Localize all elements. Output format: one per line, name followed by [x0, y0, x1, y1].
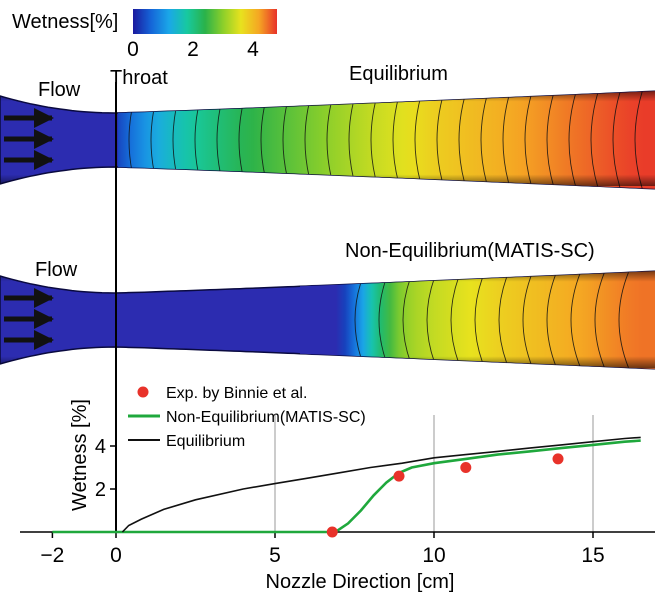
- x-tick-label: −2: [40, 544, 64, 567]
- experiment-point: [393, 470, 405, 482]
- wetness-chart: 24 −2 0 5 10 15 Exp. by Binnie et al.Non-Equ…: [20, 385, 655, 593]
- legend-label: Equilibrium: [166, 433, 245, 450]
- y-tick-label: 4: [95, 436, 106, 458]
- x-tick-label: 15: [581, 544, 604, 567]
- colorbar-tick-label: 2: [187, 38, 199, 61]
- colorbar: Wetness[%] 0 2 4: [12, 9, 277, 61]
- equilibrium-title: Equilibrium: [349, 63, 448, 85]
- non-equilibrium-flow-arrows: [4, 288, 54, 350]
- x-tick-label: 5: [269, 544, 281, 567]
- chart-series: [52, 436, 641, 538]
- colorbar-tick-label: 0: [127, 38, 139, 61]
- y-tick-label: 2: [95, 479, 106, 501]
- colorbar-ticks: 0 2 4: [127, 38, 259, 61]
- experiment-point: [460, 462, 472, 473]
- colorbar-tick-label: 4: [247, 38, 259, 61]
- experiment-point: [326, 526, 338, 538]
- legend-label: Non-Equilibrium(MATIS-SC): [166, 409, 366, 426]
- equilibrium-line: [121, 436, 641, 533]
- non-equilibrium-title: Non-Equilibrium(MATIS-SC): [345, 240, 595, 262]
- non-equilibrium-flow-label: Flow: [35, 259, 78, 281]
- colorbar-scale: [133, 9, 277, 34]
- x-axis-label: Nozzle Direction [cm]: [266, 571, 455, 593]
- equilibrium-flow-arrows: [4, 108, 54, 170]
- chart-gridlines: [274, 415, 594, 532]
- colorbar-title: Wetness[%]: [12, 11, 118, 33]
- non-equilibrium-line: [52, 439, 641, 534]
- x-tick-label: 10: [422, 544, 445, 567]
- legend-marker: [137, 386, 149, 398]
- y-ticks: 24: [95, 436, 116, 501]
- throat-label: Throat: [110, 67, 168, 89]
- legend-label: Exp. by Binnie et al.: [166, 385, 307, 402]
- equilibrium-wall-shade: [0, 91, 655, 186]
- equilibrium-flow-label: Flow: [38, 79, 81, 101]
- x-ticks: −2 0 5 10 15: [40, 532, 605, 567]
- experiment-point: [552, 453, 564, 465]
- legend: Exp. by Binnie et al. Non-Equilibrium(MAT…: [128, 385, 366, 450]
- x-tick-label: 0: [110, 544, 122, 567]
- y-axis-label: Wetness [%]: [69, 399, 91, 511]
- non-equilibrium-panel: Non-Equilibrium(MATIS-SC) Flow: [0, 240, 655, 370]
- equilibrium-panel: Equilibrium Flow: [0, 63, 655, 190]
